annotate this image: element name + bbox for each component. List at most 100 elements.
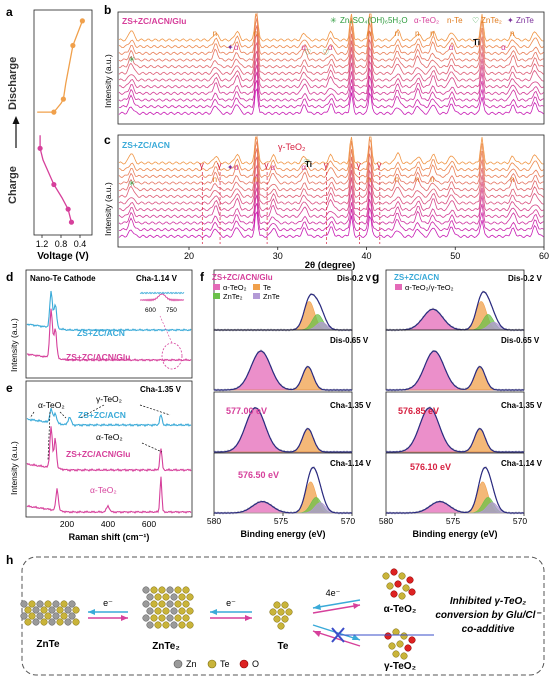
xrd-trace xyxy=(118,71,544,102)
panel-f-legend-swatch xyxy=(213,293,220,299)
panel-h-arrow-head xyxy=(353,603,360,609)
panel-e-xtick: 400 xyxy=(101,519,115,529)
atom xyxy=(64,618,72,626)
atom xyxy=(174,614,182,622)
panel-d: d Nano-Te Cathode Cha-1.14 V 600 750 ZS+… xyxy=(6,269,193,379)
atom xyxy=(182,600,190,608)
atom xyxy=(186,607,194,615)
panel-h-crystal-structures xyxy=(20,568,416,660)
xrd-trace xyxy=(118,164,544,199)
panel-c: c ZS+ZC/ACN γ-TeO₂ Ti Intensity (a.u.) n… xyxy=(103,133,549,271)
panel-c-frame xyxy=(117,134,545,248)
panel-c-xtick: 20 xyxy=(184,251,194,261)
panel-h-caption-line: conversion by Glu/Cl⁻ xyxy=(435,610,542,621)
atom xyxy=(269,608,277,616)
xrd-trace xyxy=(118,148,544,185)
xrd-trace xyxy=(118,64,544,96)
panel-h-electron: e⁻ xyxy=(226,598,236,608)
panel-h-atom-label: Te xyxy=(220,659,230,669)
panel-g: g ZS+ZC/ACN α-TeO₂/γ-TeO₂ Dis-0.2 V Dis-… xyxy=(372,269,543,539)
panel-a-curve-discharge xyxy=(37,20,84,113)
panel-b-letter: b xyxy=(104,3,111,17)
xps-envelope xyxy=(214,407,352,453)
panel-c-sample-label: ZS+ZC/ACN xyxy=(122,140,170,150)
panel-b-ylabel: Intensity (a.u.) xyxy=(103,54,113,108)
xrd-trace xyxy=(118,187,544,219)
atom xyxy=(158,600,166,608)
xrd-trace xyxy=(118,57,544,89)
atom xyxy=(146,621,154,629)
atom xyxy=(166,614,174,622)
xps-component-Te xyxy=(214,481,352,514)
panel-h-species: ZnTe₂ xyxy=(152,641,180,652)
panel-d-state: Cha-1.14 V xyxy=(136,274,178,283)
panel-a: a Charge Discharge 1.2 0.8 0.4 Voltage (… xyxy=(6,5,93,262)
atom xyxy=(166,600,174,608)
panel-c-marker-alpha: α xyxy=(301,163,306,172)
panel-c-marker-n: n xyxy=(430,175,434,184)
panel-e-label: ZS+ZC/ACN/Glu xyxy=(66,449,130,459)
panel-c-xticks: 20 30 40 50 60 xyxy=(184,247,549,261)
panel-c-xlabel: 2θ (degree) xyxy=(305,260,356,271)
panel-a-data-point xyxy=(60,96,66,102)
atom xyxy=(52,600,60,608)
atom xyxy=(44,612,52,620)
panel-a-data-point xyxy=(65,206,71,212)
panel-a-letter: a xyxy=(6,5,13,19)
atom xyxy=(60,612,68,620)
panel-e-arrow xyxy=(29,411,35,419)
panel-c-marker-gamma: γ xyxy=(356,160,361,170)
panel-c-xtick: 60 xyxy=(539,251,549,261)
panel-c-ylabel: Intensity (a.u.) xyxy=(103,182,113,236)
atom xyxy=(154,593,162,601)
atom xyxy=(154,607,162,615)
panel-g-legend-label: α-TeO₂/γ-TeO₂ xyxy=(405,283,454,292)
atom xyxy=(142,614,150,622)
panel-b-marker-zn: ✳ xyxy=(128,55,135,64)
panel-h-atom-label: O xyxy=(252,659,259,669)
atom xyxy=(170,593,178,601)
panel-c-marker-n: n xyxy=(395,175,399,184)
panel-b-xrd-traces xyxy=(118,12,544,116)
atom xyxy=(404,644,412,652)
panel-b-legend-te: n-Te xyxy=(447,16,463,25)
xrd-trace xyxy=(118,33,544,69)
xrd-trace xyxy=(118,156,544,192)
panel-c-xtick: 40 xyxy=(361,251,371,261)
panel-e: e Cha-1.35 V α-TeO₂ γ-TeO₂ ZS+ZC/ACN α-T… xyxy=(6,380,193,542)
panel-e-state: Cha-1.35 V xyxy=(140,385,182,394)
atom xyxy=(150,600,158,608)
panel-h-arrow-head xyxy=(121,615,128,621)
panel-h-species: Te xyxy=(278,641,289,652)
panel-b-legend-alpha: α-TeO₂ xyxy=(414,16,439,25)
atom xyxy=(60,600,68,608)
panel-c-marker-gamma: γ xyxy=(324,160,329,170)
xrd-trace xyxy=(118,194,544,225)
panel-g-legend-swatch xyxy=(395,284,402,290)
xps-raw-data xyxy=(213,465,353,515)
atom xyxy=(56,618,64,626)
panel-b-legend-zn: Zn₄SO₄(OH)₆5H₂O xyxy=(340,16,408,25)
panel-b-sample-label: ZS+ZC/ACN/Glu xyxy=(122,16,186,26)
panel-e-trace-ref xyxy=(26,476,192,514)
panel-h-electron: e⁻ xyxy=(103,598,113,608)
panel-f-xlabel: Binding energy (eV) xyxy=(240,529,325,539)
panel-e-label: α-TeO₂ xyxy=(96,432,123,442)
panel-h-arrow xyxy=(312,604,361,614)
panel-g-peak-label: 576.85 eV xyxy=(398,406,439,416)
panel-a-data-point xyxy=(79,18,85,24)
panel-b-marker-alpha: α xyxy=(328,43,333,52)
atom xyxy=(162,607,170,615)
panel-g-xtick: 580 xyxy=(379,516,393,526)
panel-a-arrow-head xyxy=(12,116,20,124)
panel-e-letter: e xyxy=(6,381,13,395)
panel-e-arrow xyxy=(59,411,67,419)
xps-envelope xyxy=(386,466,524,514)
panel-d-inset-tick: 750 xyxy=(166,307,177,314)
panel-e-ylabel: Intensity (a.u.) xyxy=(9,441,19,495)
panel-b-legend-znte-mark: ✦ xyxy=(507,16,514,25)
xps-envelope xyxy=(214,350,352,391)
panel-b-marker-n: n xyxy=(430,29,434,38)
panel-e-label: γ-TeO₂ xyxy=(96,394,122,404)
atom xyxy=(277,608,285,616)
